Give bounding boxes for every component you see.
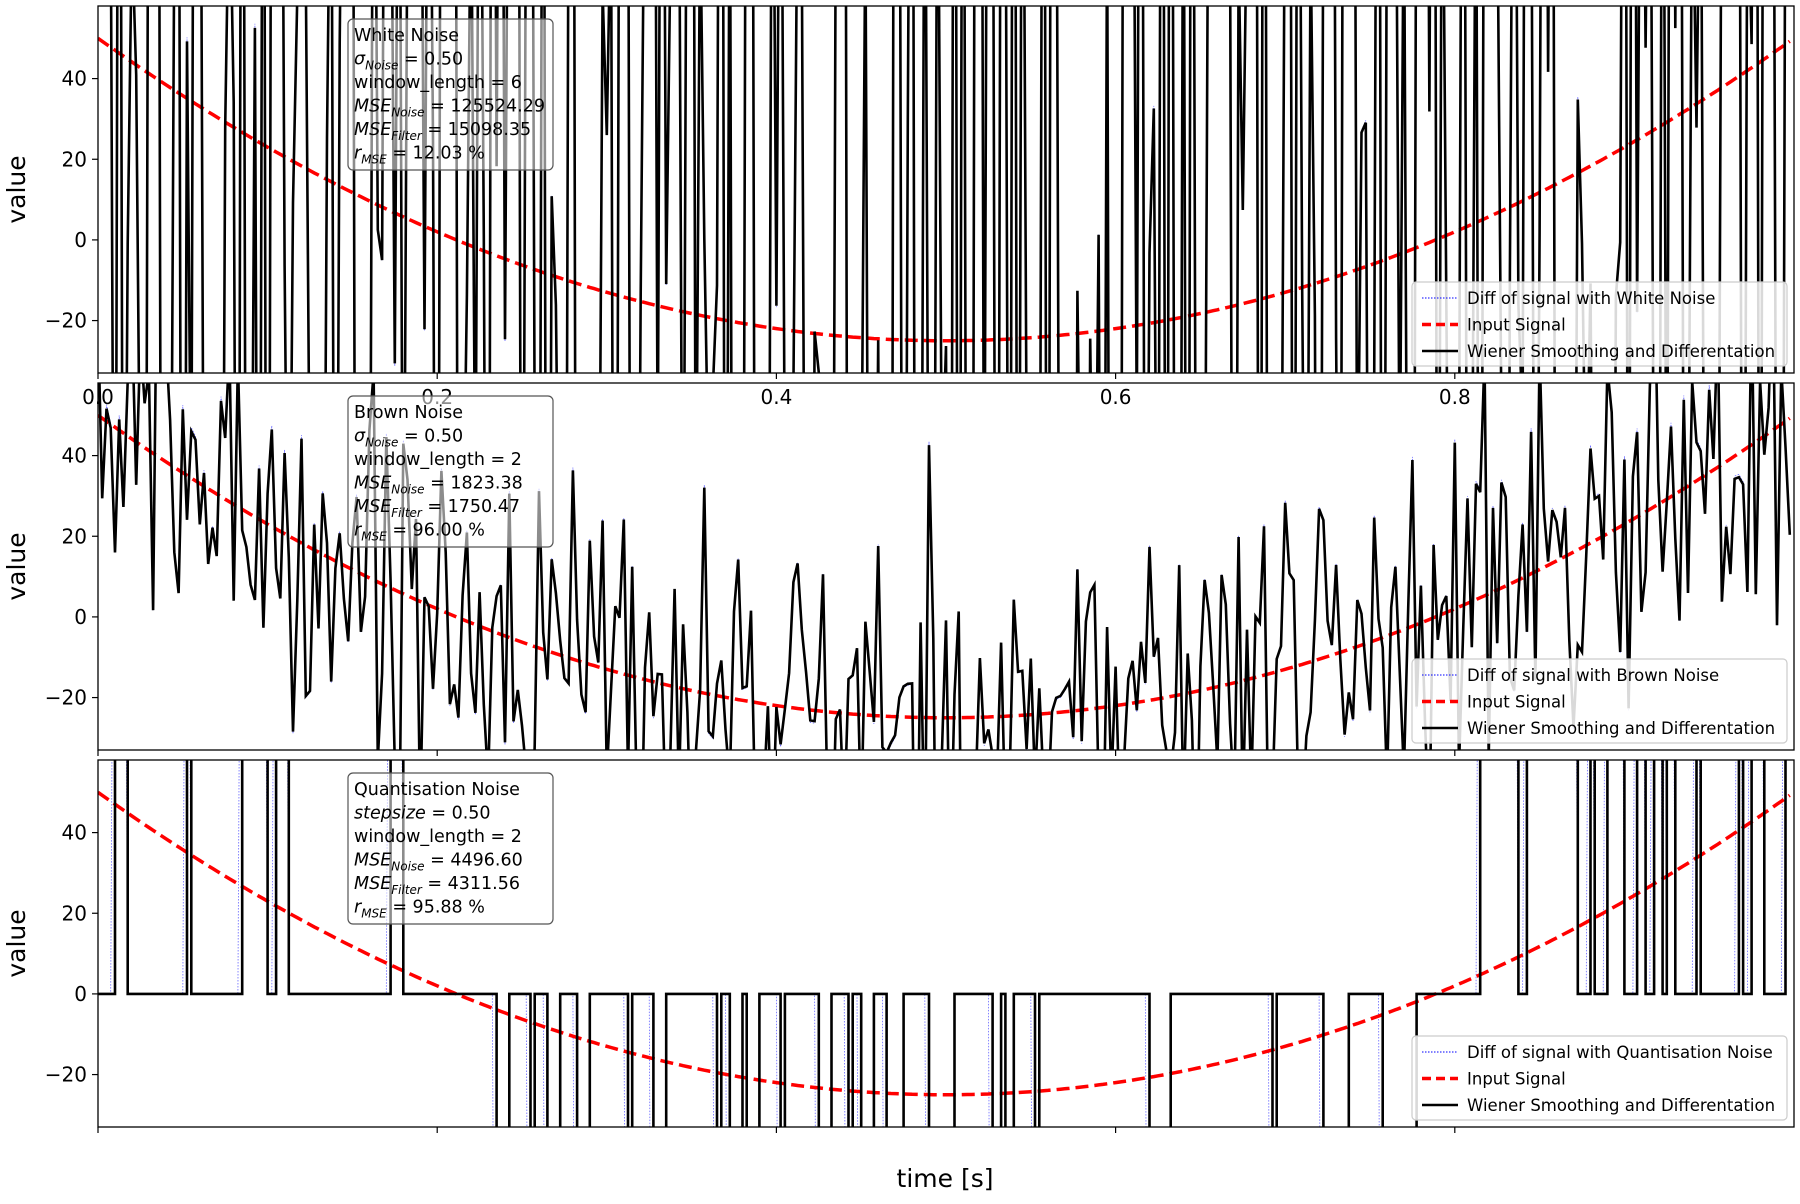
annotation-line: window_length = 6: [354, 73, 522, 93]
annotation-line: Quantisation Noise: [354, 780, 520, 800]
legend: Diff of signal with Brown Noise Input Sig…: [1412, 659, 1787, 743]
x-tick-label: 0.6: [1100, 385, 1132, 409]
y-tick-label: 40: [62, 444, 87, 468]
legend-label: Input Signal: [1467, 1070, 1566, 1089]
y-tick-label: 0: [74, 982, 87, 1006]
legend-label: Input Signal: [1467, 316, 1566, 335]
annotation-line: White Noise: [354, 26, 459, 46]
annotation-line: MSENoise = 4496.60: [354, 851, 523, 874]
legend-label: Wiener Smoothing and Differentation: [1467, 719, 1775, 738]
annotation-line: window_length = 2: [354, 450, 522, 470]
y-tick-label: 20: [62, 147, 87, 171]
y-tick-label: 40: [62, 67, 87, 91]
annotation-line: MSEFilter = 1750.47: [354, 497, 520, 520]
legend-label: Input Signal: [1467, 693, 1566, 712]
y-axis-label: value: [2, 532, 31, 600]
y-tick-label: 20: [62, 524, 87, 548]
legend-label: Diff of signal with Quantisation Noise: [1467, 1043, 1773, 1062]
legend: Diff of signal with White Noise Input Sig…: [1412, 282, 1787, 366]
x-axis-label: time [s]: [897, 1164, 994, 1193]
y-tick-label: −20: [45, 309, 87, 333]
annotation-line: MSEFilter = 4311.56: [354, 874, 520, 897]
annotation-line: MSEFilter = 15098.35: [354, 120, 531, 143]
y-tick-label: 20: [62, 901, 87, 925]
y-tick-label: 40: [62, 821, 87, 845]
x-tick-label: 0.8: [1439, 385, 1471, 409]
legend-label: Wiener Smoothing and Differentation: [1467, 1096, 1775, 1115]
annotation-line: window_length = 2: [354, 827, 522, 847]
y-tick-label: 0: [74, 228, 87, 252]
legend: Diff of signal with Quantisation Noise In…: [1412, 1036, 1787, 1120]
y-axis-label: value: [2, 909, 31, 977]
y-tick-label: 0: [74, 605, 87, 629]
y-axis-label: value: [2, 155, 31, 223]
y-tick-label: −20: [45, 1063, 87, 1087]
y-tick-label: −20: [45, 686, 87, 710]
legend-label: Diff of signal with Brown Noise: [1467, 666, 1719, 685]
x-tick-label: 0.4: [760, 385, 792, 409]
annotation-line: MSENoise = 125524.29: [354, 97, 545, 120]
annotation-line: Brown Noise: [354, 403, 463, 423]
annotation-line: stepsize = 0.50: [354, 804, 491, 824]
stats-annotation: Quantisation Noise stepsize = 0.50 window_…: [348, 773, 553, 924]
legend-label: Wiener Smoothing and Differentation: [1467, 342, 1775, 361]
annotation-line: MSENoise = 1823.38: [354, 474, 523, 497]
legend-label: Diff of signal with White Noise: [1467, 289, 1715, 308]
